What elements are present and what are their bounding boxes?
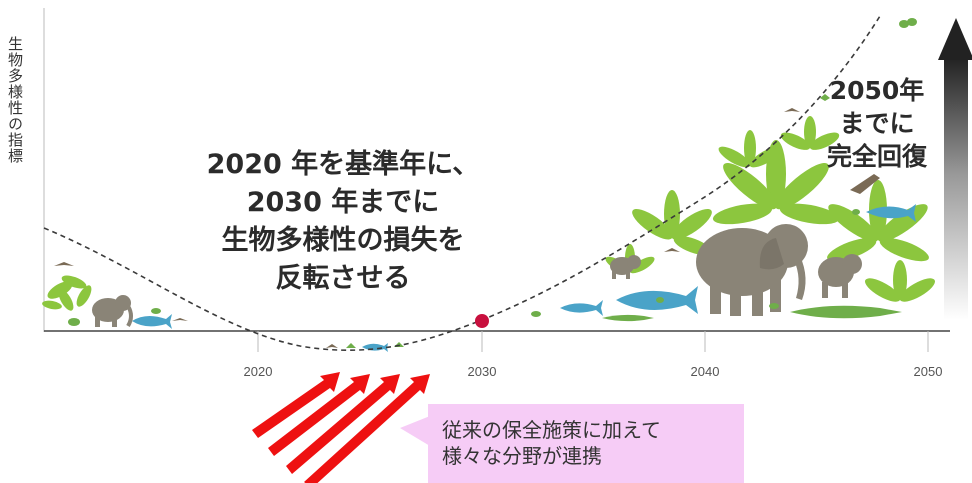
bird-icon — [850, 174, 880, 194]
elephant-icon — [92, 295, 133, 328]
x-tick-label-2050: 2050 — [914, 364, 943, 379]
butterfly-icon — [899, 18, 917, 28]
minimum-wildlife — [326, 342, 404, 352]
x-axis: 2020 2030 2040 2050 — [44, 330, 950, 379]
x-tick-label-2020: 2020 — [244, 364, 273, 379]
shark-icon — [132, 314, 172, 329]
goal-line: 2050年 — [829, 76, 925, 105]
y-axis-label: 生物多様性の指標 — [6, 36, 24, 164]
frog-icon — [531, 209, 860, 317]
butterfly-icon — [820, 94, 830, 101]
goal-line: 完全回復 — [826, 142, 927, 171]
elephant-icon — [610, 255, 641, 279]
shark-icon — [560, 300, 603, 316]
message-line: 生物多様性の損失を — [221, 225, 465, 256]
bird-icon — [664, 248, 680, 252]
crocodile-icon — [602, 314, 654, 322]
arrow-icon — [304, 374, 430, 483]
collaboration-arrows — [252, 372, 430, 483]
arrow-icon — [268, 374, 370, 456]
collaboration-callout: 従来の保全施策に加えて 様々な分野が連携 — [428, 404, 744, 483]
recovery-gradient-arrow — [938, 18, 972, 320]
target-2030-message: 2020 年を基準年に、 2030 年までに 生物多様性の損失を 反転させる — [188, 146, 498, 298]
bird-icon — [54, 262, 188, 321]
x-tick-label-2030: 2030 — [468, 364, 497, 379]
message-line: 2030 年までに — [246, 187, 440, 218]
shark-icon — [866, 204, 916, 222]
callout-line: 様々な分野が連携 — [442, 444, 602, 468]
message-line: 反転させる — [275, 263, 411, 294]
goal-line: までに — [839, 109, 915, 138]
shark-icon — [362, 343, 388, 352]
leaves-icon — [42, 275, 92, 311]
goal-2050-message: 2050年 までに 完全回復 — [802, 74, 952, 173]
bird-icon — [326, 344, 338, 348]
message-line: 2020 年を基準年に、 — [206, 149, 480, 180]
crocodile-icon — [790, 305, 902, 319]
x-tick-label-2040: 2040 — [691, 364, 720, 379]
arrow-icon — [252, 372, 340, 438]
right-wildlife-cluster — [531, 18, 935, 322]
elephant-icon — [696, 224, 808, 316]
callout-line: 従来の保全施策に加えて — [442, 418, 661, 442]
marker-2030-dot — [475, 314, 489, 328]
callout-pointer — [400, 416, 430, 446]
elephant-icon — [818, 254, 862, 298]
frog-icon — [346, 343, 356, 348]
frog-icon — [68, 308, 161, 326]
arrow-icon — [286, 374, 400, 474]
left-wildlife-cluster — [42, 262, 188, 329]
bird-icon — [784, 108, 800, 112]
